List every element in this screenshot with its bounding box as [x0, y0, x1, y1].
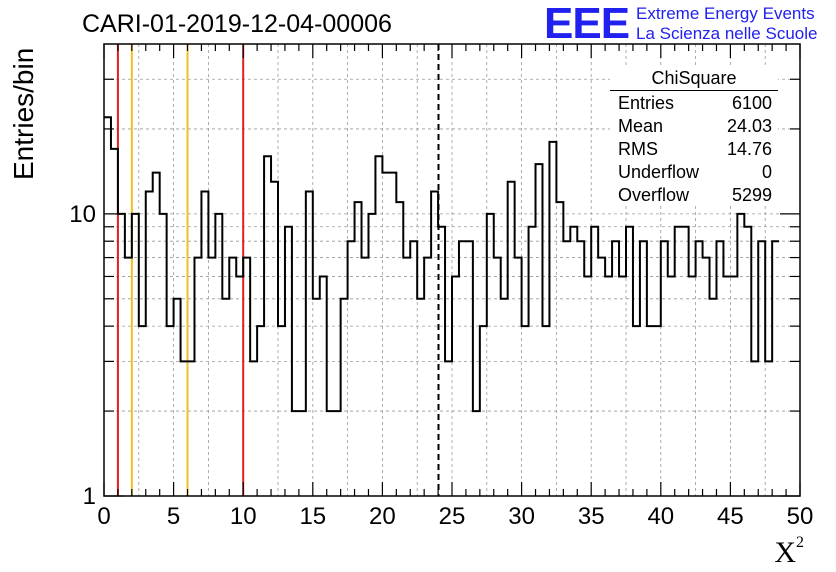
- stat-value: 0: [761, 162, 772, 182]
- x-tick-label: 30: [508, 503, 535, 530]
- x-tick-label: 5: [167, 503, 180, 530]
- stat-row-overflow: Overflow 5299: [618, 185, 772, 207]
- x-axis-label-superscript: 2: [796, 534, 804, 551]
- x-tick-label: 40: [647, 503, 674, 530]
- y-tick-labels: 1 10: [69, 201, 96, 510]
- stats-box: ChiSquare Entries 6100 Mean 24.03 RMS 14…: [610, 66, 778, 206]
- stat-row-mean: Mean 24.03: [618, 116, 772, 138]
- stats-title: ChiSquare: [651, 68, 737, 88]
- stat-row-entries: Entries 6100: [618, 93, 772, 115]
- x-tick-label: 15: [299, 503, 326, 530]
- stat-row-rms: RMS 14.76: [618, 139, 772, 161]
- x-tick-label: 20: [369, 503, 396, 530]
- x-tick-label: 10: [230, 503, 257, 530]
- logo-line-2: La Scienza nelle Scuole: [636, 24, 818, 43]
- x-axis-label: X2: [774, 534, 804, 570]
- stat-name: Underflow: [618, 162, 700, 182]
- stat-name: Overflow: [618, 185, 690, 205]
- logo-line-1: Extreme Energy Events: [636, 4, 815, 23]
- stat-value: 24.03: [726, 116, 772, 136]
- stat-value: 6100: [731, 93, 772, 113]
- stat-name: Entries: [618, 93, 675, 113]
- x-axis-label-base: X: [774, 536, 796, 569]
- x-tick-label: 50: [787, 503, 814, 530]
- stat-value: 14.76: [726, 139, 772, 159]
- x-tick-label: 25: [439, 503, 466, 530]
- chart-title: CARI-01-2019-12-04-00006: [82, 10, 392, 38]
- stat-value: 5299: [731, 185, 772, 205]
- x-tick-label: 0: [97, 503, 110, 530]
- stat-name: RMS: [618, 139, 658, 159]
- y-tick-label: 10: [69, 201, 96, 228]
- x-tick-label: 45: [717, 503, 744, 530]
- stat-row-underflow: Underflow 0: [618, 162, 772, 184]
- histogram-line: [104, 116, 780, 413]
- stats-divider: [610, 90, 778, 91]
- eee-logo: EEE: [544, 0, 630, 48]
- y-axis-label: Entries/bin: [8, 47, 39, 180]
- x-tick-labels: 0 5 10 15 20 25 30 35 40 45 50: [97, 503, 813, 530]
- stat-name: Mean: [618, 116, 664, 136]
- y-tick-label: 1: [83, 483, 96, 510]
- axis-ticks: [103, 44, 801, 497]
- x-tick-label: 35: [578, 503, 605, 530]
